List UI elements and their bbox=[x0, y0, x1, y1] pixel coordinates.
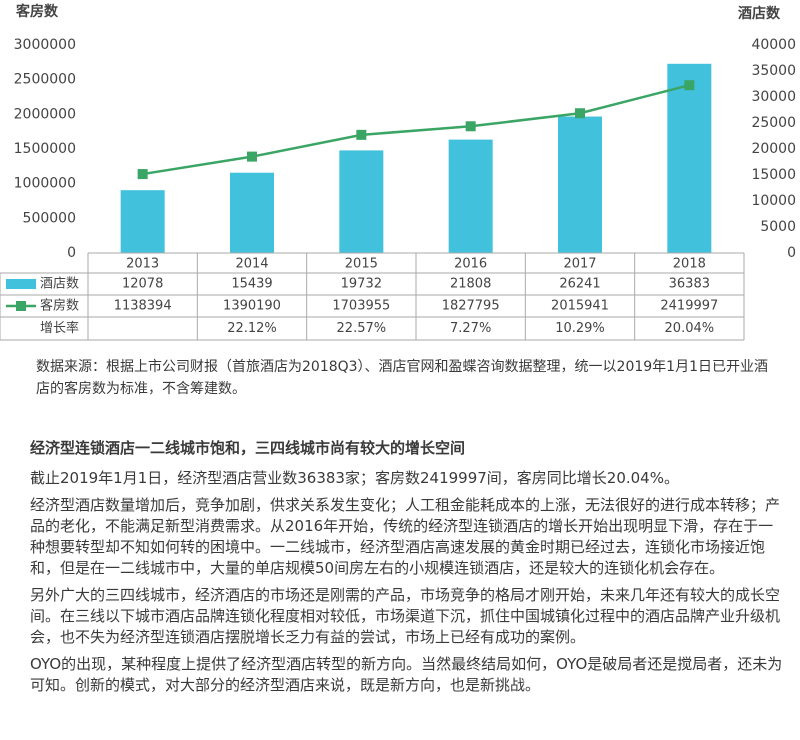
x-tick-label: 2016 bbox=[454, 257, 487, 272]
y-tick-label: 1500000 bbox=[14, 141, 76, 157]
y2-tick-label: 20000 bbox=[751, 141, 796, 157]
bar bbox=[339, 150, 384, 253]
y2-tick-label: 35000 bbox=[751, 63, 796, 79]
table-cell: 26241 bbox=[559, 277, 600, 292]
bar bbox=[230, 172, 274, 253]
line-marker bbox=[247, 151, 257, 162]
y2-tick-label: 25000 bbox=[751, 115, 796, 131]
paragraphs: 截止2019年1月1日，经济型酒店营业数36383家；客房数2419997间，客… bbox=[30, 468, 785, 702]
y2-tick-label: 10000 bbox=[751, 193, 796, 209]
table-cell: 12078 bbox=[122, 277, 163, 292]
y-tick-label: 0 bbox=[67, 245, 76, 261]
line-marker bbox=[137, 169, 148, 180]
table-cell: 1827795 bbox=[442, 299, 500, 314]
y2-tick-label: 5000 bbox=[760, 219, 796, 235]
y2-tick-label: 30000 bbox=[751, 89, 796, 105]
bar bbox=[667, 63, 712, 254]
line bbox=[142, 84, 690, 176]
section-heading: 经济型连锁酒店一二线城市饱和，三四线城市尚有较大的增长空间 bbox=[30, 439, 466, 457]
legend-label: 增长率 bbox=[40, 320, 79, 336]
bar bbox=[448, 139, 493, 253]
y2-tick-label: 40000 bbox=[751, 37, 796, 53]
table-cell: 1703955 bbox=[332, 299, 390, 314]
table-cell: 2015941 bbox=[551, 299, 609, 314]
table-cell: 36383 bbox=[669, 277, 710, 292]
table-cell: 15439 bbox=[231, 277, 272, 292]
legend-label: 酒店数 bbox=[40, 277, 79, 292]
y2-tick-label: 0 bbox=[787, 245, 796, 261]
bar bbox=[558, 116, 602, 253]
line-marker bbox=[575, 108, 585, 119]
table-cell: 1138394 bbox=[114, 299, 172, 314]
table-cell: 1390190 bbox=[223, 299, 281, 314]
x-tick-label: 2015 bbox=[345, 257, 378, 272]
paragraph: OYO的出现，某种程度上提供了经济型酒店转型的新方向。当然最终结局如何，OYO是… bbox=[30, 655, 783, 694]
paragraph: 截止2019年1月1日，经济型酒店营业数36383家；客房数2419997间，客… bbox=[30, 469, 679, 487]
y-tick-label: 2500000 bbox=[14, 72, 76, 88]
source-note: 数据来源：根据上市公司财报（首旅酒店为2018Q3）、酒店官网和盈蝶咨询数据整理… bbox=[36, 359, 768, 397]
table-cell: 22.12% bbox=[227, 321, 277, 336]
line-marker bbox=[465, 121, 476, 132]
paragraph: 另外广大的三四线城市，经济酒店的市场还是刚需的产品，市场竞争的格局才刚开始，未来… bbox=[30, 586, 781, 646]
y-tick-label: 500000 bbox=[23, 210, 76, 226]
table-cell: 19732 bbox=[341, 277, 382, 292]
table-cell: 10.29% bbox=[555, 321, 605, 336]
y-tick-label: 3000000 bbox=[14, 37, 76, 53]
paragraph: 经济型酒店数量增加后，竞争加剧，供求关系发生变化；人工租金能耗成本的上涨，无法很… bbox=[30, 496, 781, 577]
y2-tick-label: 15000 bbox=[751, 167, 796, 183]
legend-label: 客房数 bbox=[40, 298, 79, 314]
table-cell: 2419997 bbox=[660, 299, 718, 314]
legend-swatch bbox=[6, 279, 36, 289]
line-marker bbox=[684, 80, 695, 91]
table-cell: 22.57% bbox=[337, 321, 387, 336]
x-tick-label: 2014 bbox=[235, 257, 268, 272]
bar bbox=[120, 190, 165, 253]
chart: 客房数 酒店数 0 500000 1000000 1500000 2000000 2500… bbox=[0, 3, 796, 341]
x-tick-label: 2017 bbox=[563, 257, 596, 272]
y-tick-label: 2000000 bbox=[14, 106, 76, 122]
line-marker bbox=[356, 129, 367, 140]
y2-axis-title: 酒店数 bbox=[738, 5, 781, 22]
table-cell: 21808 bbox=[450, 277, 491, 292]
y-tick-label: 1000000 bbox=[14, 176, 76, 192]
x-tick-label: 2018 bbox=[673, 257, 706, 272]
y-axis-title: 客房数 bbox=[15, 3, 59, 20]
table-cell: 7.27% bbox=[450, 321, 491, 336]
legend-swatch bbox=[16, 301, 26, 311]
x-tick-label: 2013 bbox=[126, 257, 159, 272]
table-cell: 20.04% bbox=[665, 321, 715, 336]
